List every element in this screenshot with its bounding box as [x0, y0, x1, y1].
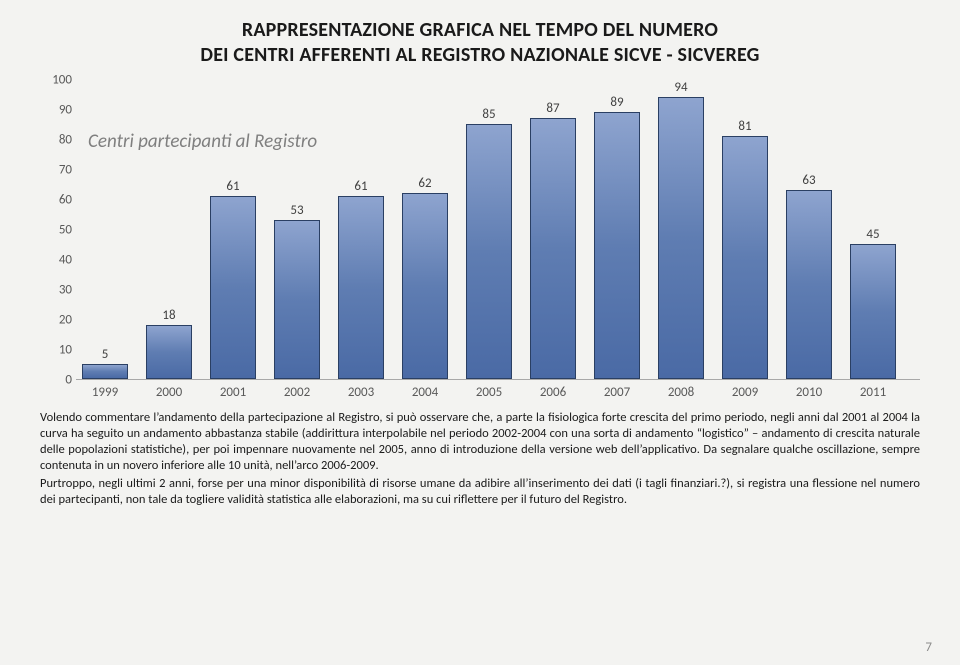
- bar-value-label: 18: [146, 308, 192, 323]
- bar-slot: 61: [210, 79, 256, 379]
- bar-value-label: 81: [722, 119, 768, 134]
- y-tick-label: 60: [59, 193, 72, 208]
- plot-area: Centri partecipanti al Registro 51861536…: [76, 80, 920, 380]
- bar-value-label: 89: [594, 95, 640, 110]
- x-tick-label: 1999: [82, 385, 128, 400]
- paragraph-1: Volendo commentare l’andamento della par…: [40, 410, 920, 474]
- bar: [594, 112, 640, 379]
- x-tick-label: 2010: [786, 385, 832, 400]
- bar-slot: 61: [338, 79, 384, 379]
- body-text: Volendo commentare l’andamento della par…: [40, 410, 920, 508]
- bar: [210, 196, 256, 379]
- bar: [274, 220, 320, 379]
- bar-slot: 62: [402, 79, 448, 379]
- y-tick-label: 30: [59, 283, 72, 298]
- x-tick-label: 2002: [274, 385, 320, 400]
- bar: [850, 244, 896, 379]
- bar-value-label: 63: [786, 173, 832, 188]
- x-tick-label: 2011: [850, 385, 896, 400]
- chart-title: RAPPRESENTAZIONE GRAFICA NEL TEMPO DEL N…: [40, 18, 920, 68]
- x-tick-label: 2007: [594, 385, 640, 400]
- slide: RAPPRESENTAZIONE GRAFICA NEL TEMPO DEL N…: [0, 0, 960, 665]
- x-tick-label: 2003: [338, 385, 384, 400]
- y-tick-label: 40: [59, 253, 72, 268]
- bar-slot: 18: [146, 79, 192, 379]
- x-tick-label: 2000: [146, 385, 192, 400]
- bar: [402, 193, 448, 379]
- x-tick-label: 2005: [466, 385, 512, 400]
- bar-slot: 81: [722, 79, 768, 379]
- y-tick-label: 50: [59, 223, 72, 238]
- bar-slot: 87: [530, 79, 576, 379]
- title-line-2: DEI CENTRI AFFERENTI AL REGISTRO NAZIONA…: [40, 43, 920, 68]
- y-tick-label: 100: [52, 73, 72, 88]
- bar-value-label: 45: [850, 227, 896, 242]
- bar-slot: 85: [466, 79, 512, 379]
- bar-value-label: 94: [658, 80, 704, 95]
- bar-value-label: 85: [466, 107, 512, 122]
- bar-slot: 94: [658, 79, 704, 379]
- bar: [530, 118, 576, 379]
- bar-slot: 45: [850, 79, 896, 379]
- y-tick-label: 10: [59, 343, 72, 358]
- x-tick-label: 2006: [530, 385, 576, 400]
- bar: [722, 136, 768, 379]
- bar-value-label: 5: [82, 347, 128, 362]
- bar-chart: 0102030405060708090100 Centri partecipan…: [40, 80, 920, 400]
- bar-slot: 89: [594, 79, 640, 379]
- bar-value-label: 62: [402, 176, 448, 191]
- x-tick-label: 2004: [402, 385, 448, 400]
- title-line-1: RAPPRESENTAZIONE GRAFICA NEL TEMPO DEL N…: [40, 18, 920, 43]
- bar-value-label: 61: [210, 179, 256, 194]
- bar-value-label: 53: [274, 203, 320, 218]
- y-axis: 0102030405060708090100: [40, 80, 76, 400]
- y-tick-label: 0: [65, 373, 72, 388]
- x-tick-label: 2009: [722, 385, 768, 400]
- y-tick-label: 70: [59, 163, 72, 178]
- bar: [146, 325, 192, 379]
- y-tick-label: 80: [59, 133, 72, 148]
- bar-slot: 63: [786, 79, 832, 379]
- bar-slot: 5: [82, 79, 128, 379]
- bar-value-label: 61: [338, 179, 384, 194]
- bar-value-label: 87: [530, 101, 576, 116]
- x-tick-label: 2001: [210, 385, 256, 400]
- page-number: 7: [925, 640, 932, 655]
- paragraph-2: Purtroppo, negli ultimi 2 anni, forse pe…: [40, 476, 920, 508]
- bar: [466, 124, 512, 379]
- x-tick-label: 2008: [658, 385, 704, 400]
- bar: [658, 97, 704, 379]
- y-tick-label: 20: [59, 313, 72, 328]
- bar: [82, 364, 128, 379]
- bar-slot: 53: [274, 79, 320, 379]
- bar: [338, 196, 384, 379]
- bar: [786, 190, 832, 379]
- y-tick-label: 90: [59, 103, 72, 118]
- x-axis: 1999 2000 2001 2002 2003 2004 2005 2006 2007 2008…: [76, 382, 920, 400]
